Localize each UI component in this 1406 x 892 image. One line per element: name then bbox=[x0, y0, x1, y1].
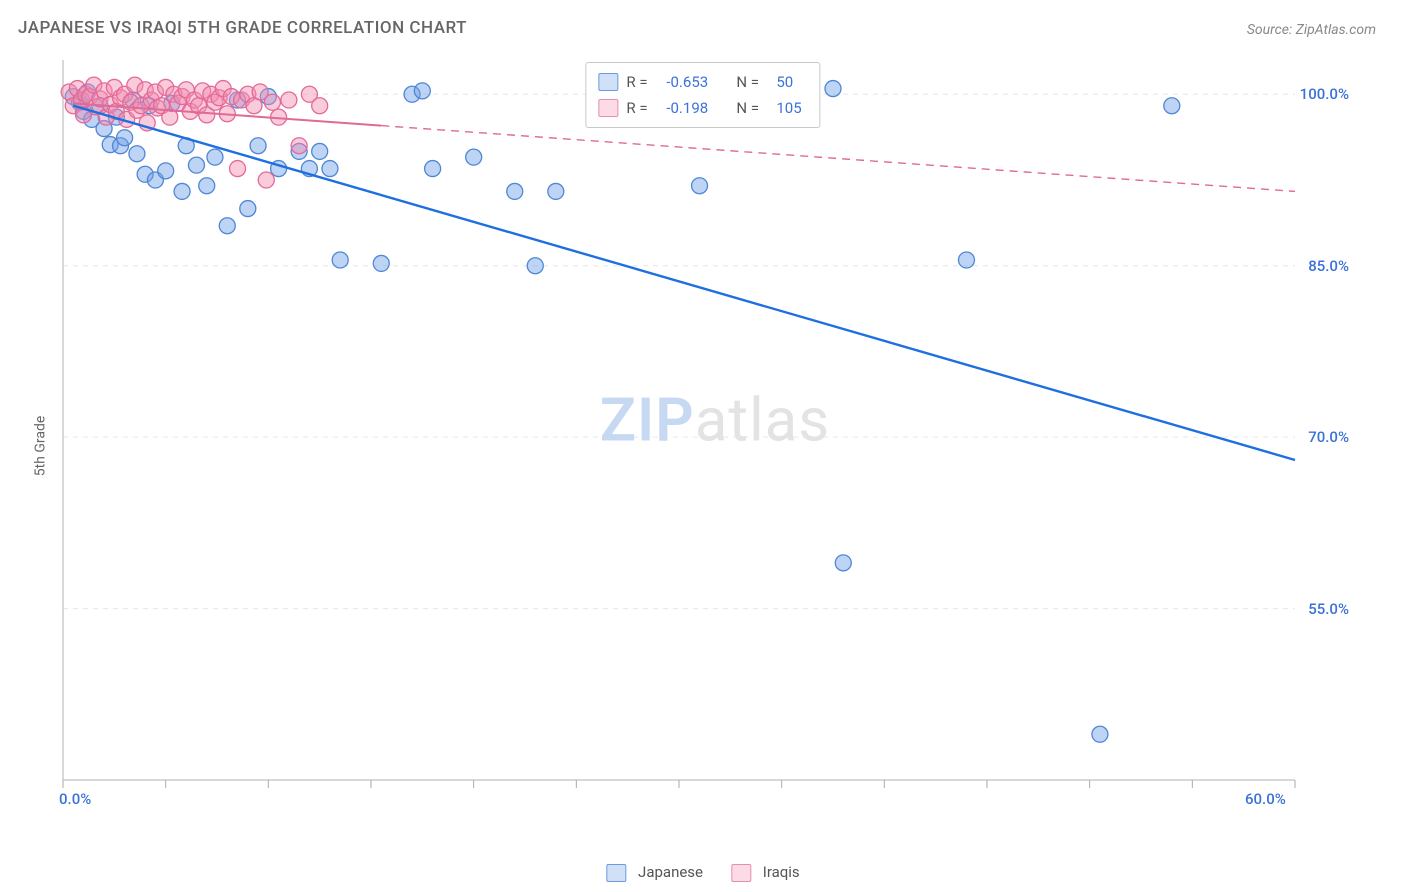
correlation-legend: R = -0.653 N = 50 R = -0.198 N = 105 bbox=[585, 62, 820, 128]
legend-item-japanese: Japanese bbox=[606, 863, 703, 882]
legend-n-value-iraqis: 105 bbox=[776, 99, 801, 117]
source-attribution: Source: ZipAtlas.com bbox=[1247, 22, 1376, 38]
scatter-chart bbox=[55, 50, 1375, 820]
x-tick-label: 0.0% bbox=[59, 790, 91, 808]
legend-swatch-japanese bbox=[598, 73, 618, 91]
legend-r-value-iraqis: -0.198 bbox=[666, 99, 728, 117]
legend-n-value-japanese: 50 bbox=[776, 73, 793, 91]
legend-swatch-iraqis bbox=[731, 864, 751, 882]
legend-r-label: R = bbox=[626, 99, 658, 117]
plot-area: ZIPatlas 55.0%70.0%85.0%100.0% 0.0%60.0% bbox=[55, 50, 1375, 820]
legend-r-value-japanese: -0.653 bbox=[666, 73, 728, 91]
legend-label-japanese: Japanese bbox=[638, 863, 703, 881]
legend-r-label: R = bbox=[626, 73, 658, 91]
chart-title: JAPANESE VS IRAQI 5TH GRADE CORRELATION … bbox=[18, 18, 467, 38]
y-axis-label: 5th Grade bbox=[32, 416, 48, 477]
legend-swatch-iraqis bbox=[598, 99, 618, 117]
legend-label-iraqis: Iraqis bbox=[763, 863, 800, 881]
legend-row-japanese: R = -0.653 N = 50 bbox=[598, 69, 801, 95]
x-tick-label: 60.0% bbox=[1245, 790, 1286, 808]
y-tick-label: 100.0% bbox=[1300, 85, 1349, 103]
legend-n-label: N = bbox=[736, 73, 768, 91]
y-tick-label: 55.0% bbox=[1308, 600, 1349, 618]
legend-swatch-japanese bbox=[606, 864, 626, 882]
y-tick-label: 85.0% bbox=[1308, 257, 1349, 275]
legend-row-iraqis: R = -0.198 N = 105 bbox=[598, 95, 801, 121]
legend-item-iraqis: Iraqis bbox=[731, 863, 800, 882]
legend-n-label: N = bbox=[736, 99, 768, 117]
series-legend: Japanese Iraqis bbox=[606, 863, 799, 882]
y-tick-label: 70.0% bbox=[1308, 428, 1349, 446]
